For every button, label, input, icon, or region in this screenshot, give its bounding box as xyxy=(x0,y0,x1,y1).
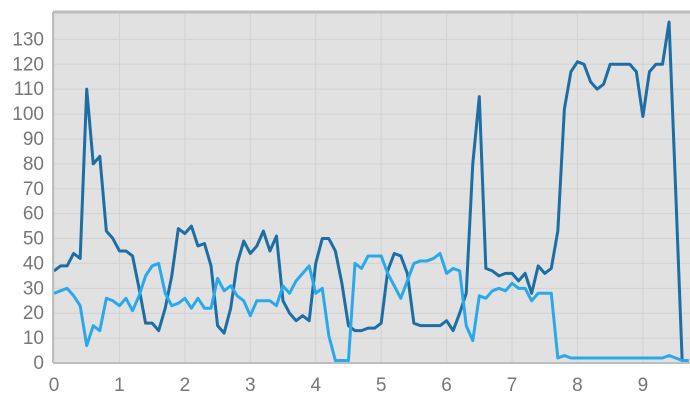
y-tick-label: 90 xyxy=(23,129,44,150)
y-tick-label: 120 xyxy=(12,54,44,75)
y-tick-label: 110 xyxy=(14,79,44,100)
y-tick-label: 80 xyxy=(23,154,44,175)
x-tick-label: 0 xyxy=(49,375,60,396)
y-tick-label: 10 xyxy=(23,328,44,349)
x-tick-label: 1 xyxy=(114,375,125,396)
x-tick-label: 2 xyxy=(180,375,191,396)
y-tick-label: 70 xyxy=(23,179,44,200)
plot-background xyxy=(53,12,690,363)
x-tick-label: 7 xyxy=(507,375,518,396)
y-tick-label: 0 xyxy=(33,353,44,374)
data-line xyxy=(53,20,689,363)
y-tick-label: 50 xyxy=(23,229,44,250)
y-tick-label: 40 xyxy=(23,253,44,274)
x-tick-label: 9 xyxy=(638,375,649,396)
y-tick-label: 30 xyxy=(23,278,44,299)
x-tick-label: 4 xyxy=(310,375,321,396)
y-tick-label: 130 xyxy=(12,29,44,50)
x-tick-label: 3 xyxy=(245,375,256,396)
x-tick-label: 5 xyxy=(376,375,387,396)
y-tick-label: 100 xyxy=(12,104,44,125)
y-tick-label: 60 xyxy=(23,204,44,225)
y-tick-label: 20 xyxy=(23,303,44,324)
data-line xyxy=(53,251,689,363)
x-tick-label: 8 xyxy=(572,375,583,396)
x-tick-label: 6 xyxy=(441,375,452,396)
